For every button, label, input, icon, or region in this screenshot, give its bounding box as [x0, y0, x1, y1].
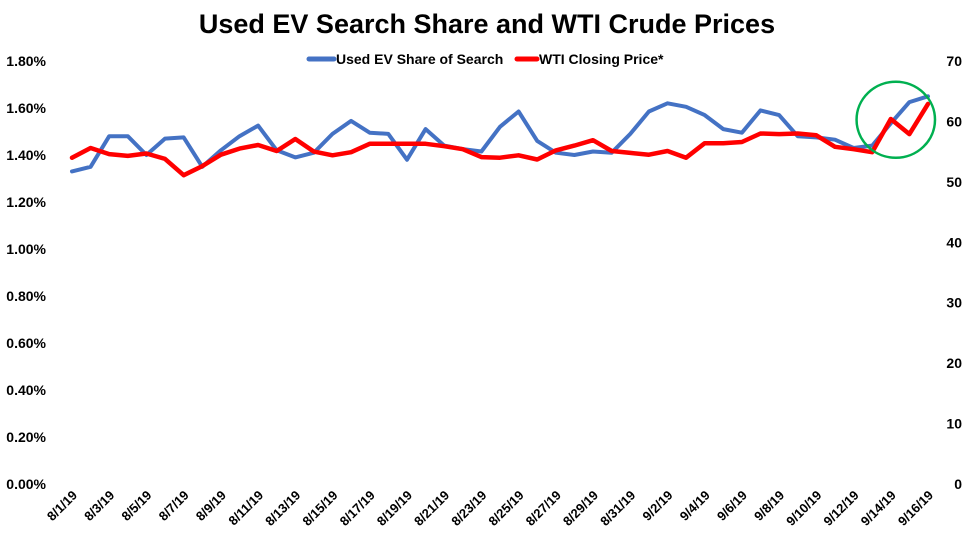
left-tick-label: 1.20% [6, 194, 46, 210]
left-tick-label: 0.60% [6, 335, 46, 351]
left-tick-label: 0.40% [6, 382, 46, 398]
right-tick-label: 30 [946, 295, 962, 311]
series-line-wti-price [69, 101, 931, 178]
legend-label-ev: Used EV Share of Search [336, 51, 503, 67]
left-tick-label: 0.20% [6, 429, 46, 445]
right-tick-label: 0 [954, 476, 962, 492]
right-tick-label: 20 [946, 355, 962, 371]
left-tick-label: 1.40% [6, 147, 46, 163]
series-line-ev-share [70, 94, 930, 174]
series-layer [69, 94, 931, 178]
left-tick-label: 1.80% [6, 53, 46, 69]
chart-title: Used EV Search Share and WTI Crude Price… [199, 9, 775, 39]
legend-label-wti: WTI Closing Price* [539, 51, 664, 67]
legend: Used EV Share of Search WTI Closing Pric… [306, 51, 664, 67]
highlight-circle [855, 80, 937, 160]
left-tick-label: 0.00% [6, 476, 46, 492]
right-tick-label: 50 [946, 174, 962, 190]
annotation-layer [855, 80, 937, 160]
left-tick-label: 1.60% [6, 100, 46, 116]
left-tick-label: 1.00% [6, 241, 46, 257]
right-tick-label: 40 [946, 234, 962, 250]
left-tick-label: 0.80% [6, 288, 46, 304]
right-tick-label: 70 [946, 53, 962, 69]
right-axis: 0 10 20 30 40 50 60 70 [946, 53, 962, 492]
right-tick-label: 10 [946, 416, 962, 432]
left-axis: 0.00% 0.20% 0.40% 0.60% 0.80% 1.00% 1.20% 1.40%… [6, 53, 46, 492]
right-tick-label: 60 [946, 113, 962, 129]
